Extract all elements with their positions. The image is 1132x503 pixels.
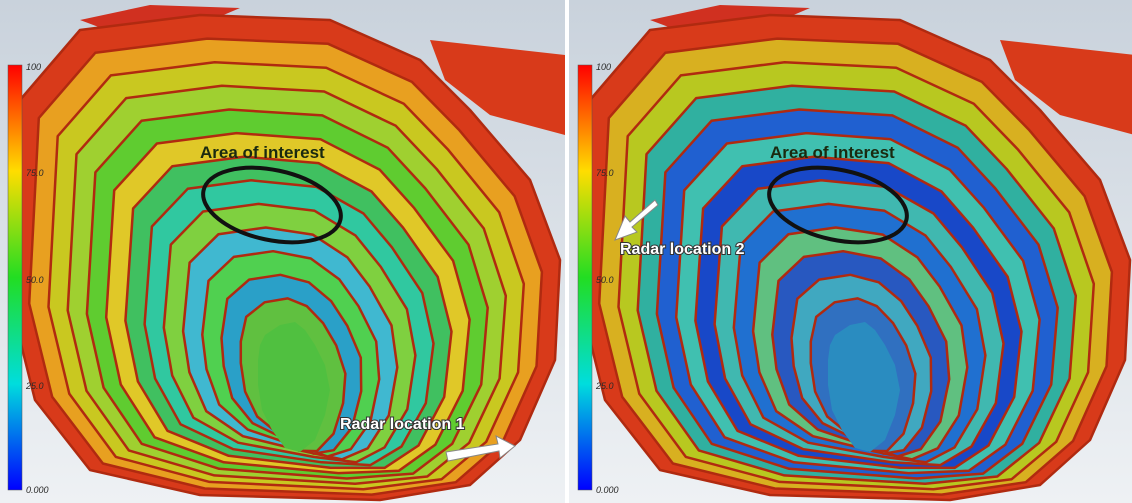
scale-label: 0.000 (26, 485, 49, 495)
radar-label: Radar location 1 (340, 416, 465, 433)
scale-label: 25.0 (25, 381, 44, 391)
scale-label: 25.0 (595, 381, 614, 391)
scale-label: 100 (596, 62, 611, 72)
scale-label: 50.0 (26, 275, 44, 285)
figure: 100 75.0 50.0 25.0 0.000 Area of interest Rada… (0, 0, 1132, 503)
area-label: Area of interest (200, 143, 325, 162)
pit-render: 100 75.0 50.0 25.0 0.000 Area of interest Rada… (8, 5, 565, 500)
scale-label: 50.0 (596, 275, 614, 285)
area-label: Area of interest (770, 143, 895, 162)
radar-label: Radar location 2 (620, 241, 745, 258)
scale-label: 0.000 (596, 485, 619, 495)
scale-label: 75.0 (596, 168, 614, 178)
scale-label: 100 (26, 62, 41, 72)
scale-label: 75.0 (26, 168, 44, 178)
color-scale (8, 65, 22, 490)
pit-render: 100 75.0 50.0 25.0 0.000 Area of interest Rada… (578, 5, 1132, 500)
color-scale (578, 65, 592, 490)
